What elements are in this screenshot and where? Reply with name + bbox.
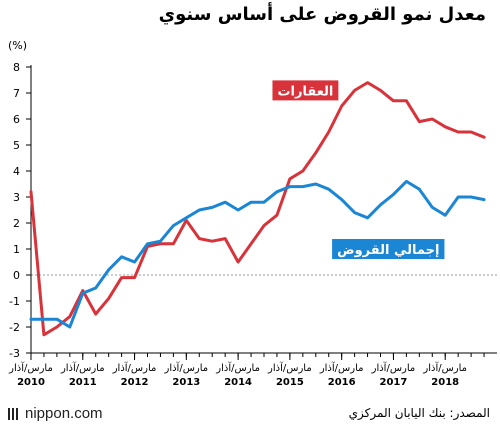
x-tick-year: 2010: [17, 377, 45, 388]
series-label-box: [272, 80, 339, 101]
y-tick-label: 8: [13, 61, 20, 74]
y-tick-label: 6: [13, 113, 20, 126]
x-tick-year: 2012: [121, 377, 149, 388]
y-tick-label: 3: [13, 191, 20, 204]
y-tick-label: 1: [13, 243, 20, 256]
x-tick-label: مارس/آذار: [112, 361, 157, 374]
y-tick-label: 5: [13, 139, 20, 152]
x-tick-year: 2013: [172, 377, 200, 388]
x-tick-year: 2018: [431, 377, 459, 388]
x-tick-label: مارس/آذار: [8, 361, 53, 374]
x-tick-label: مارس/آذار: [371, 361, 416, 374]
x-tick-year: 2017: [380, 377, 408, 388]
x-tick-label: مارس/آذار: [60, 361, 105, 374]
source-note: المصدر: بنك اليابان المركزي: [348, 406, 490, 420]
series-label-box: [332, 239, 445, 259]
y-tick-label: -2: [9, 321, 20, 334]
series-label-text: العقارات: [277, 84, 333, 99]
chart-title: معدل نمو القروض على أساس سنوي: [158, 4, 486, 25]
x-tick-label: مارس/آذار: [319, 361, 364, 374]
y-tick-label: -3: [9, 347, 20, 360]
x-tick-year: 2011: [69, 377, 97, 388]
nippon-logo-icon: [6, 407, 20, 421]
logo-text: nippon.com: [25, 405, 103, 422]
x-tick-year: 2016: [328, 377, 356, 388]
total-loans-label: إجمالي القروض: [332, 239, 445, 259]
x-tick-year: 2015: [276, 377, 304, 388]
y-tick-label: 0: [13, 269, 20, 282]
y-tick-label: 4: [13, 165, 20, 178]
y-tick-label: 2: [13, 217, 20, 230]
y-axis-unit: (%): [8, 39, 28, 52]
series-label-text: إجمالي القروض: [337, 243, 439, 258]
x-tick-label: مارس/آذار: [267, 361, 312, 374]
y-tick-label: 7: [13, 87, 20, 100]
x-tick-label: مارس/آذار: [215, 361, 260, 374]
real-estate-label: العقارات: [272, 80, 339, 101]
total-loans-line: [29, 179, 486, 329]
x-tick-label: مارس/آذار: [164, 361, 209, 374]
y-tick-label: -1: [9, 295, 20, 308]
nippon-logo: nippon.com: [6, 405, 103, 422]
real-estate-line: [29, 81, 486, 337]
x-tick-label: مارس/آذار: [422, 361, 467, 374]
x-tick-year: 2014: [224, 377, 252, 388]
